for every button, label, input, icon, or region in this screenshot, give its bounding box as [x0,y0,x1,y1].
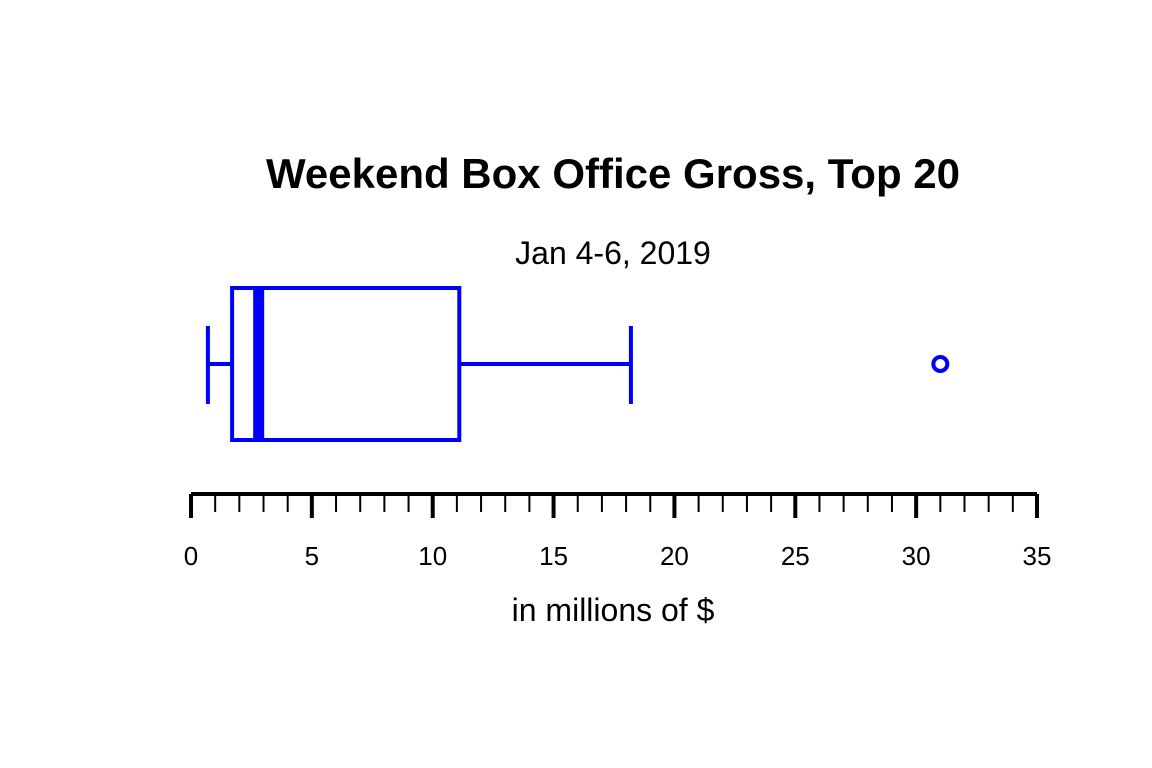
x-axis [189,492,1039,518]
x-tick-label: 20 [660,541,689,571]
box-iqr [230,286,462,442]
chart-title: Weekend Box Office Gross, Top 20 [266,150,960,197]
outliers [931,355,950,373]
x-tick-label: 35 [1023,541,1052,571]
box-plot [205,286,633,442]
outlier-point [931,355,950,373]
x-tick-label: 0 [184,541,198,571]
x-tick-label: 25 [781,541,810,571]
chart-subtitle: Jan 4-6, 2019 [515,235,711,271]
x-tick-label: 30 [902,541,931,571]
x-tick-label: 5 [305,541,319,571]
x-axis-label: in millions of $ [512,592,715,628]
x-tick-label: 15 [539,541,568,571]
x-tick-label: 10 [418,541,447,571]
x-tick-labels: 0 5 10 15 20 25 30 35 [184,541,1052,571]
